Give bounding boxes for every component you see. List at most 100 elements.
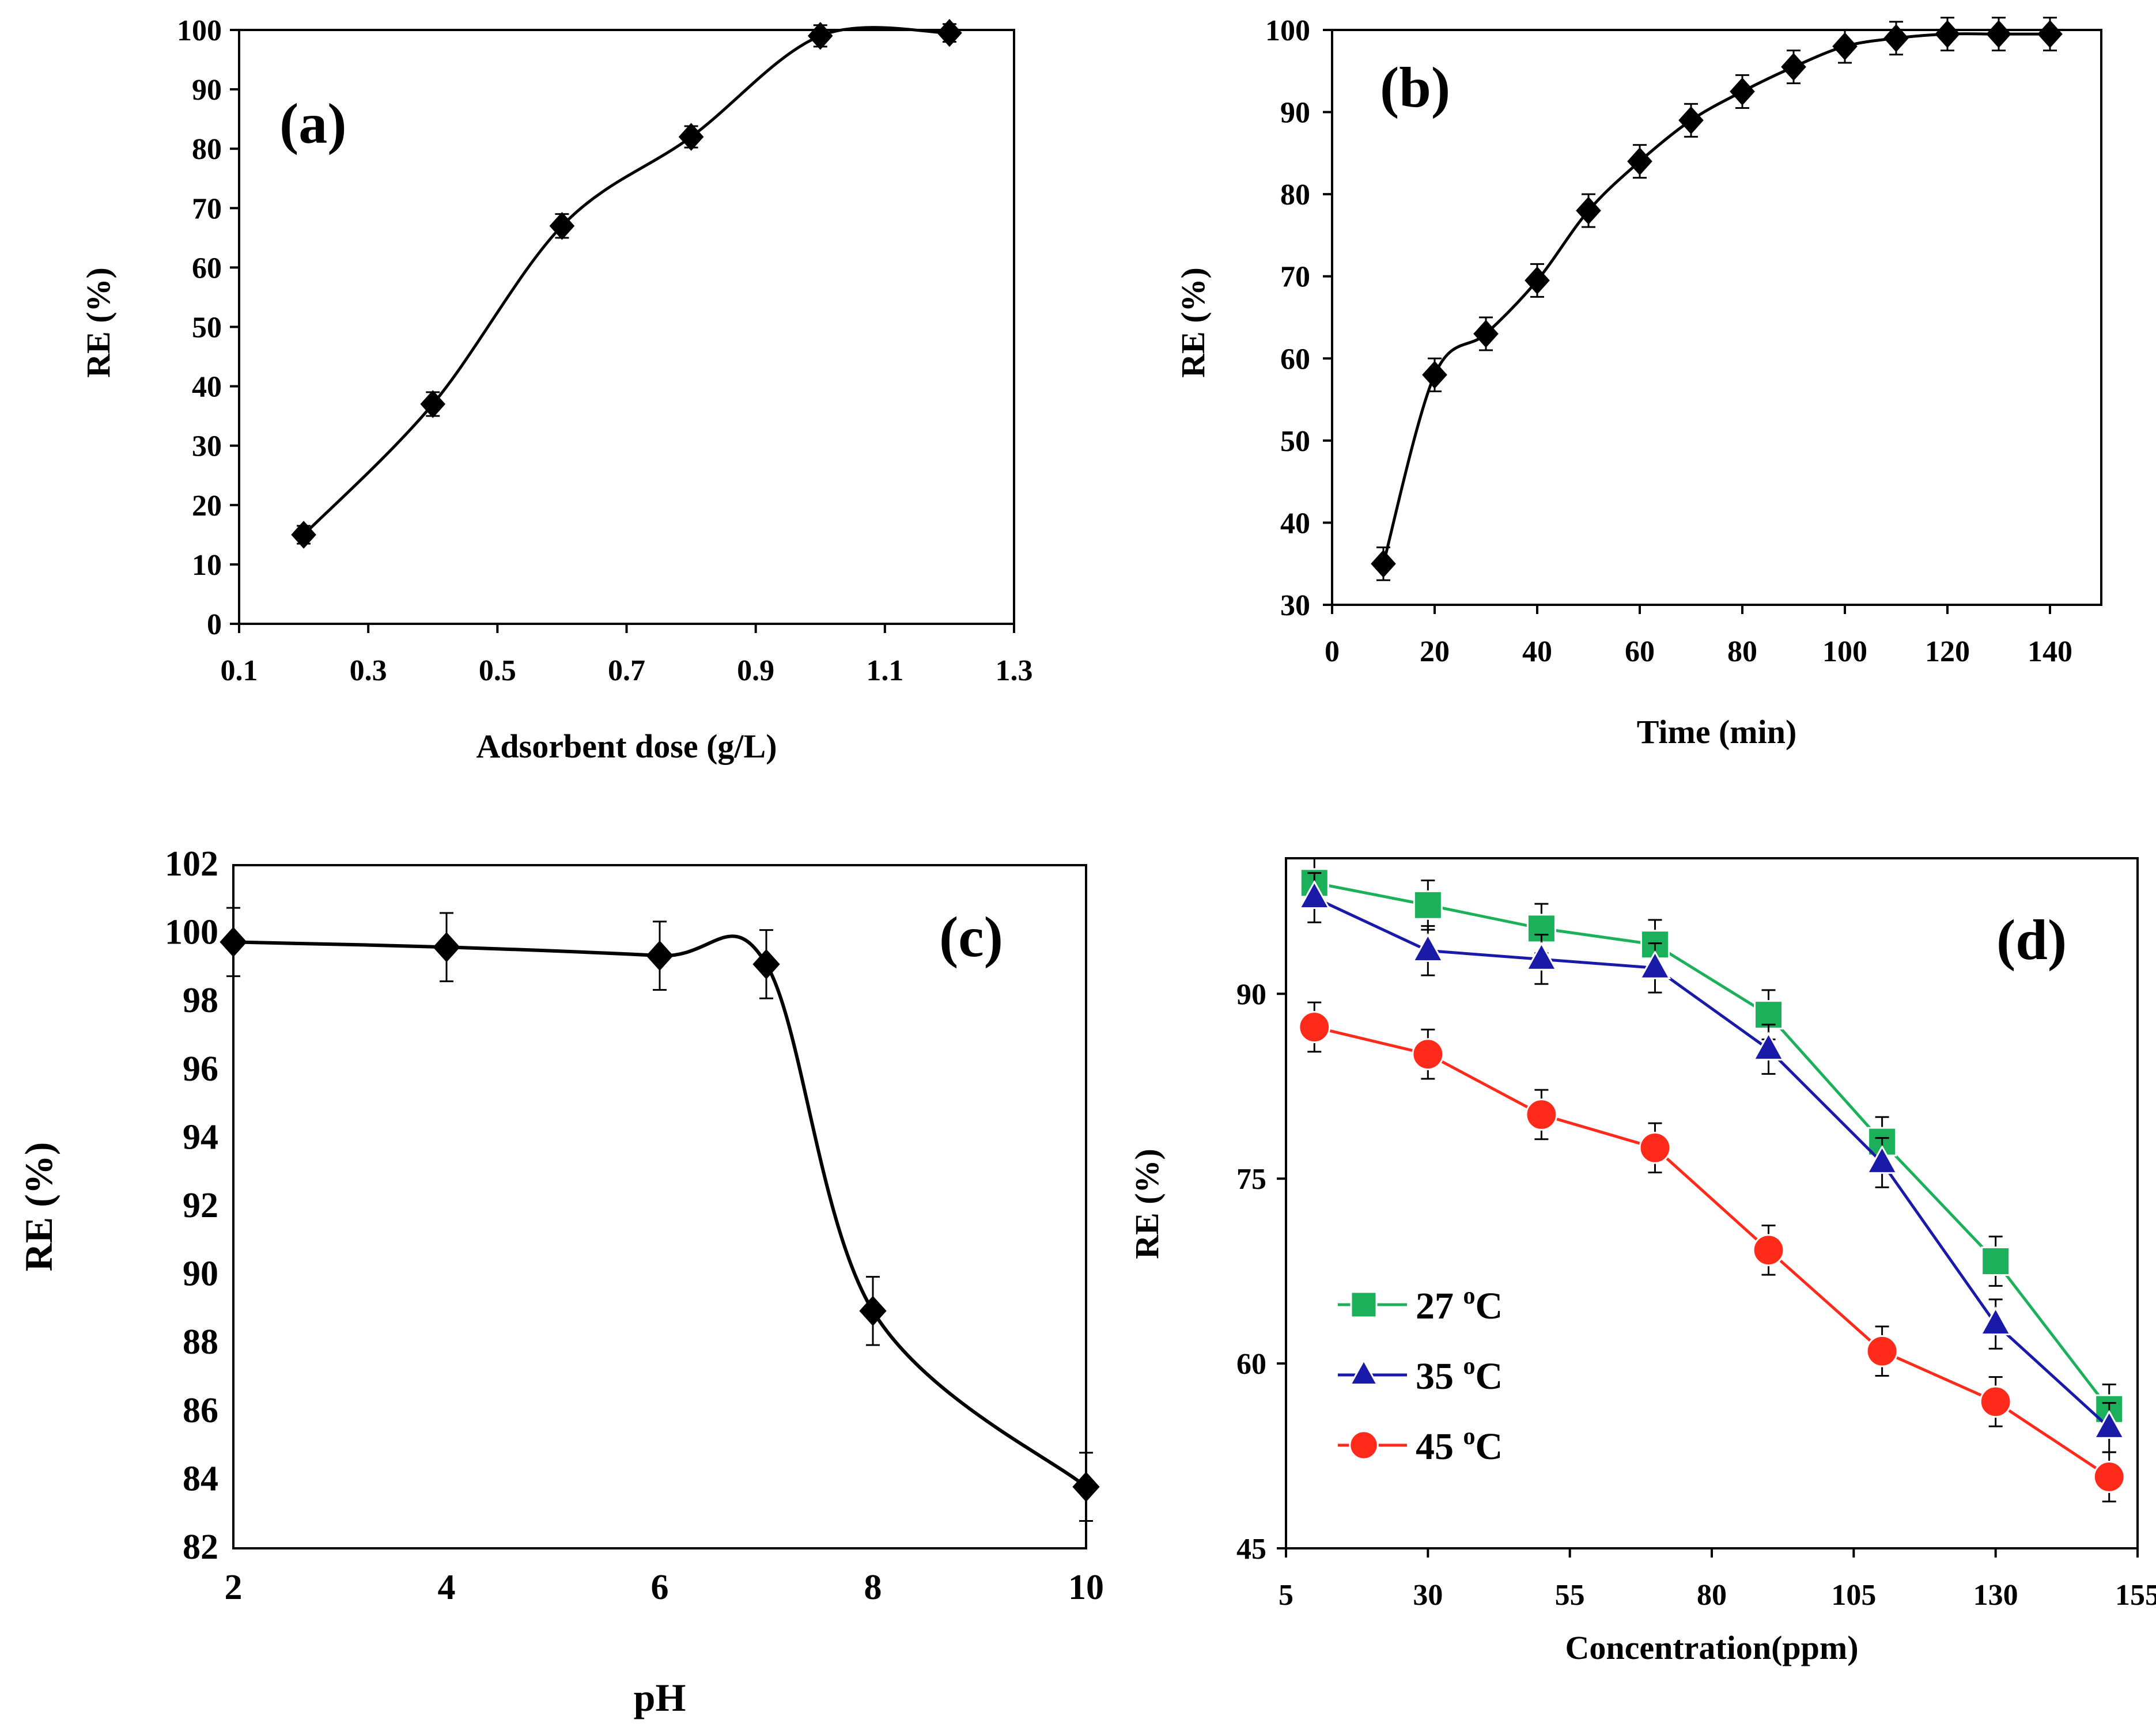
y-tick-label: 10 [192, 549, 222, 582]
series-b-0 [1371, 17, 2063, 581]
x-tick-label: 155 [2115, 1579, 2156, 1612]
data-point [1752, 1031, 1785, 1061]
x-tick-label: 10 [1068, 1568, 1104, 1607]
y-tick-label: 70 [192, 192, 222, 225]
y-tick-label: 45 [1236, 1533, 1266, 1566]
y-axis-label: RE (%) [1128, 1149, 1166, 1259]
data-point [1298, 1011, 1331, 1043]
data-point [2093, 1461, 2125, 1493]
y-tick-label: 92 [183, 1186, 218, 1225]
data-point [1981, 1246, 2011, 1276]
legend-degree: o [1463, 1353, 1476, 1380]
legend-item-2: 45 oC [1338, 1423, 1503, 1468]
data-point [2037, 20, 2063, 48]
y-axis-label: RE (%) [80, 267, 117, 378]
data-point [678, 123, 704, 151]
data-point [859, 1295, 887, 1327]
data-point [1525, 266, 1550, 295]
legend-item-0: 27 oC [1338, 1283, 1503, 1327]
data-point [1298, 880, 1331, 909]
x-tick-label: 1.3 [996, 654, 1033, 687]
data-point [1412, 1038, 1444, 1071]
y-tick-label: 30 [1280, 589, 1310, 622]
legend-degree: o [1463, 1423, 1476, 1450]
data-point [1526, 914, 1556, 944]
x-tick-label: 0.9 [737, 654, 774, 687]
data-point [1473, 320, 1499, 348]
y-tick-label: 20 [192, 490, 222, 522]
x-tick-label: 0.5 [479, 654, 516, 687]
data-point [1986, 20, 2011, 48]
x-tick-label: 130 [1973, 1579, 2018, 1612]
y-tick-label: 82 [183, 1528, 218, 1567]
data-point [1422, 361, 1447, 389]
y-tick-label: 60 [1236, 1348, 1266, 1381]
series-line [1382, 32, 2050, 564]
data-point [420, 390, 446, 418]
data-point [2093, 1409, 2125, 1439]
legend-unit: C [1476, 1355, 1503, 1397]
y-tick-label: 96 [183, 1049, 218, 1089]
legend-marker [1349, 1358, 1379, 1385]
chart-panel-b: 0 20 40 60 80 100 120 140 30 40 50 60 70 80 90 100 Time … [1174, 14, 2102, 751]
data-point [1866, 1145, 1898, 1174]
x-tick-label: 30 [1413, 1579, 1443, 1612]
y-axis-label: RE (%) [1174, 267, 1212, 378]
data-point [1412, 933, 1444, 962]
y-tick-label: 30 [192, 430, 222, 463]
legend-value: 35 [1416, 1355, 1463, 1397]
y-tick-label: 40 [1280, 507, 1310, 540]
x-tick-label: 1.1 [866, 654, 903, 687]
series-a-0 [291, 18, 962, 549]
x-tick-label: 5 [1279, 1579, 1293, 1612]
y-tick-label: 90 [1236, 978, 1266, 1011]
y-tick-label: 90 [183, 1255, 218, 1294]
chart-panel-a: 0.1 0.3 0.5 0.7 0.9 1.1 1.3 0 10 20 30 40 50 60 70 80 90… [80, 14, 1033, 765]
y-tick-label: 84 [183, 1459, 218, 1498]
data-point [220, 927, 247, 957]
y-axis-label: RE (%) [17, 1142, 60, 1272]
legend-value: 45 [1416, 1426, 1463, 1468]
data-point [807, 22, 833, 50]
legend-unit: C [1476, 1285, 1503, 1327]
y-tick-label: 50 [1280, 425, 1310, 458]
series-c-0 [220, 907, 1100, 1522]
x-axis-label: pH [634, 1676, 686, 1719]
x-tick-label: 0.1 [221, 654, 258, 687]
y-tick-label: 102 [165, 844, 218, 884]
data-point [1413, 890, 1443, 920]
chart-panel-c: 2 4 6 8 10 82 84 86 88 90 92 94 96 98 100 102 pH RE (%) (c… [17, 844, 1104, 1719]
legend-marker [1349, 1430, 1379, 1460]
y-tick-label: 90 [1280, 97, 1310, 130]
legend-label: 27 oC [1416, 1283, 1503, 1327]
data-point [1525, 941, 1558, 971]
data-point [937, 18, 962, 47]
data-point [291, 521, 316, 549]
panel-label: (d) [1996, 908, 2067, 972]
series-line [233, 934, 1087, 1488]
x-tick-label: 80 [1697, 1579, 1727, 1612]
data-point [646, 940, 674, 971]
data-point [433, 932, 460, 963]
x-tick-label: 55 [1555, 1579, 1585, 1612]
data-point [1576, 196, 1601, 225]
y-tick-label: 70 [1280, 261, 1310, 294]
y-tick-label: 60 [1280, 343, 1310, 376]
data-point [549, 211, 575, 240]
legend-unit: C [1476, 1426, 1503, 1468]
x-axis-label: Time (min) [1637, 713, 1797, 751]
data-point [1832, 32, 1858, 60]
x-tick-label: 0.7 [608, 654, 645, 687]
panel-label: (c) [939, 905, 1003, 969]
x-tick-label: 4 [438, 1568, 456, 1607]
data-point [1072, 1472, 1100, 1502]
y-tick-label: 80 [1280, 179, 1310, 211]
x-tick-label: 120 [1925, 635, 1970, 668]
y-tick-label: 0 [207, 608, 222, 641]
y-tick-label: 100 [165, 913, 218, 952]
x-axis-label: Concentration(ppm) [1565, 1629, 1858, 1666]
y-tick-label: 80 [192, 133, 222, 166]
data-point [1639, 1131, 1671, 1164]
